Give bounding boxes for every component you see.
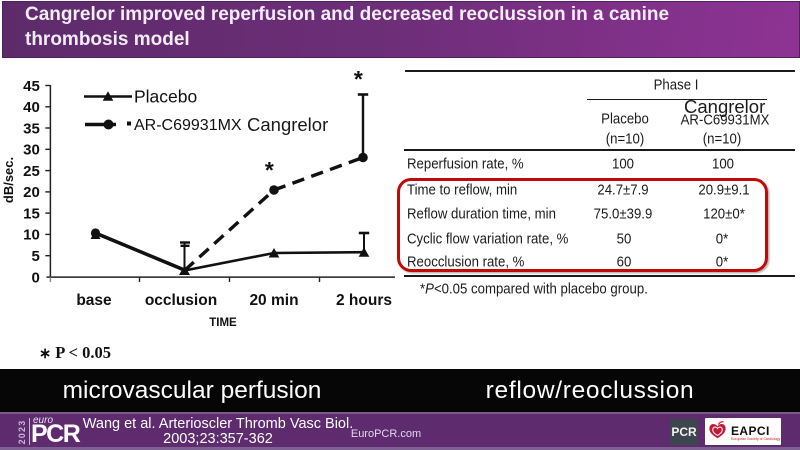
svg-text:occlusion: occlusion — [145, 292, 217, 309]
svg-text:TIME: TIME — [209, 317, 237, 329]
svg-text:10: 10 — [23, 227, 40, 244]
svg-text:15: 15 — [23, 205, 40, 222]
svg-text:40: 40 — [23, 99, 40, 116]
svg-text:AR-C69931MX: AR-C69931MX — [134, 117, 242, 134]
svg-text:Cangrelor: Cangrelor — [247, 114, 328, 135]
svg-text:20: 20 — [23, 184, 40, 201]
svg-text:20 min: 20 min — [249, 292, 298, 309]
svg-text:0: 0 — [31, 269, 39, 286]
svg-text:25: 25 — [23, 163, 40, 180]
svg-text:dB/sec.: dB/sec. — [1, 157, 16, 203]
svg-text:Placebo: Placebo — [134, 87, 197, 107]
svg-text:2 hours: 2 hours — [336, 292, 392, 309]
svg-text:30: 30 — [23, 142, 40, 159]
svg-text:*: * — [265, 157, 274, 183]
svg-text:5: 5 — [31, 248, 39, 265]
svg-text:*: * — [354, 66, 363, 92]
svg-text:45: 45 — [23, 78, 40, 95]
svg-text:base: base — [76, 292, 112, 309]
svg-text:35: 35 — [23, 120, 40, 137]
